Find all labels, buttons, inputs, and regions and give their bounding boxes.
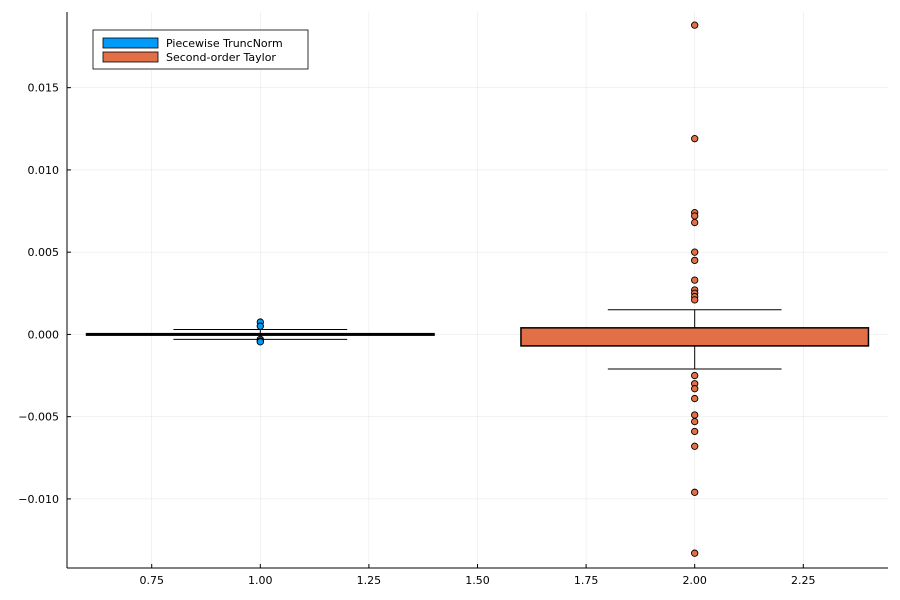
y-tick-label: 0.000 (28, 328, 60, 341)
y-tick-label: 0.010 (28, 164, 60, 177)
outlier-point (691, 411, 699, 419)
x-tick-label: 1.25 (357, 574, 382, 587)
legend-swatch (102, 51, 159, 63)
x-tick-label: 2.25 (791, 574, 816, 587)
legend-box (92, 29, 309, 70)
box-series-2 (520, 21, 870, 557)
x-tick-label: 0.75 (139, 574, 164, 587)
legend-swatch (102, 37, 159, 49)
x-tick-label: 1.50 (465, 574, 490, 587)
outlier-point (691, 488, 699, 496)
y-tick-label: −0.005 (18, 411, 59, 424)
y-tick-label: 0.005 (28, 246, 60, 259)
outlier-point (691, 212, 699, 220)
outlier-point (691, 248, 699, 256)
outlier-point (691, 218, 699, 227)
y-tick-label: 0.015 (28, 82, 60, 95)
plot-series (85, 21, 870, 557)
outlier-point (691, 442, 699, 450)
outlier-point (691, 296, 699, 304)
outlier-point (256, 322, 264, 330)
x-tick-label: 2.00 (682, 574, 707, 587)
outlier-point (691, 549, 699, 557)
outlier-point (691, 371, 699, 380)
box-body (520, 327, 870, 347)
outlier-point (691, 276, 699, 284)
outlier-point (256, 338, 264, 346)
box-series-1 (85, 318, 435, 346)
outlier-point (691, 135, 699, 143)
outlier-point (691, 427, 699, 436)
outlier-point (691, 385, 699, 393)
outlier-point (691, 256, 699, 265)
outlier-point (691, 394, 699, 403)
legend-label: Second-order Taylor (166, 51, 276, 64)
outlier-point (691, 417, 699, 426)
axes: 0.75 1.00 1.25 1.50 1.75 2.00 2.25 0.015 0.010 0.… (18, 12, 888, 587)
outlier-point (691, 21, 699, 29)
x-tick-label: 1.75 (574, 574, 599, 587)
box-body (85, 332, 435, 336)
x-tick-label: 1.00 (248, 574, 273, 587)
legend-label: Piecewise TruncNorm (166, 37, 283, 50)
y-tick-label: −0.010 (18, 493, 59, 506)
